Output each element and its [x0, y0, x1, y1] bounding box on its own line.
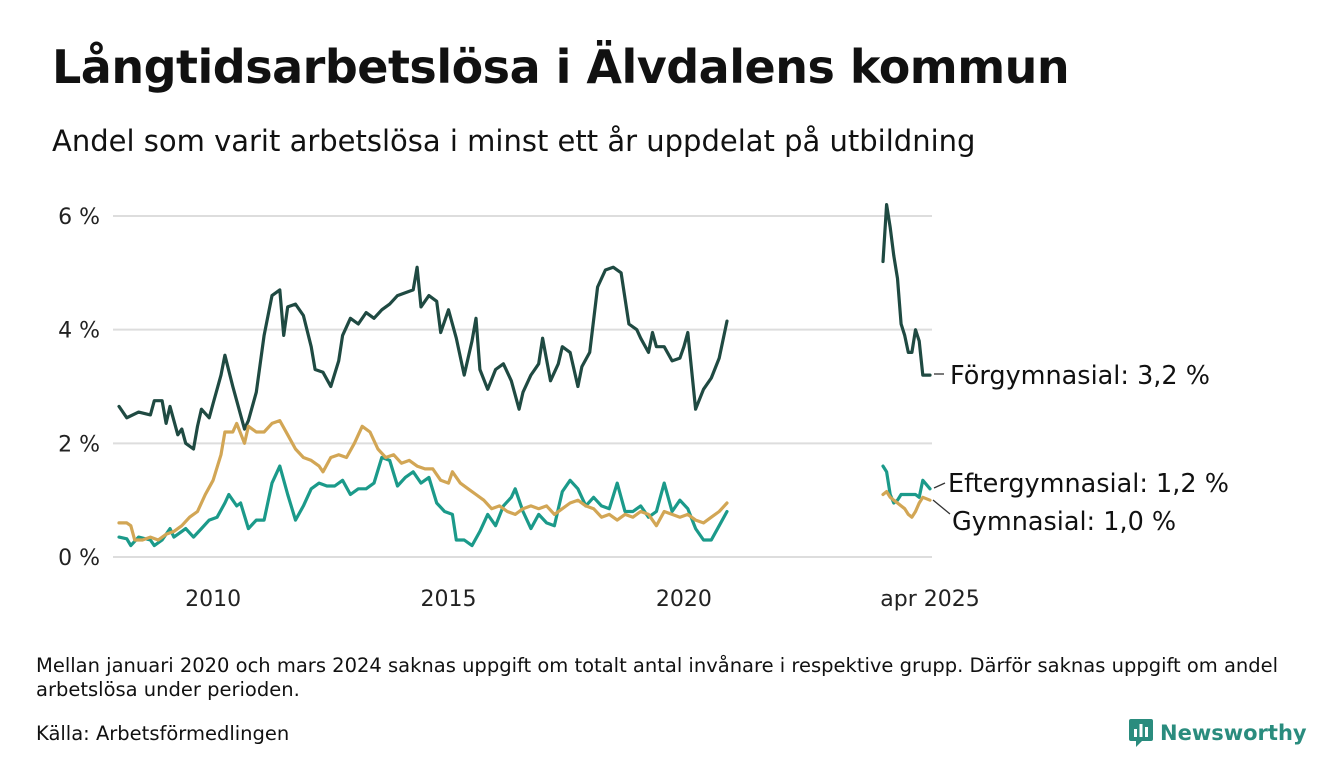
- end-labels: Förgymnasial: 3,2 % Eftergymnasial: 1,2 %…: [932, 361, 1229, 537]
- x-axis-ticks: 2010 2015 2020 apr 2025: [185, 587, 980, 612]
- y-tick-label: 6 %: [58, 205, 100, 230]
- series-line-gymnasial-recent: [881, 490, 932, 519]
- chart-title: Långtidsarbetslösa i Älvdalens kommun: [52, 40, 1070, 94]
- brand-logo: Newsworthy: [1128, 718, 1307, 748]
- footnote: Mellan januari 2020 och mars 2024 saknas…: [36, 654, 1279, 701]
- end-label-leader: [933, 482, 946, 489]
- series-line-eftergymnasial: [117, 455, 729, 548]
- series-lines: [117, 203, 932, 548]
- end-label-leader: [932, 499, 951, 515]
- end-label: Gymnasial: 1,0 %: [952, 507, 1176, 537]
- y-tick-label: 4 %: [58, 319, 100, 344]
- brand-name: Newsworthy: [1160, 721, 1307, 745]
- y-tick-label: 2 %: [58, 432, 100, 457]
- gridlines: [113, 215, 932, 558]
- end-label: Eftergymnasial: 1,2 %: [948, 469, 1229, 499]
- series-line-gymnasial: [117, 419, 729, 542]
- series-line-förgymnasial-recent: [881, 203, 932, 377]
- x-tick-label: apr 2025: [880, 587, 979, 612]
- x-tick-label: 2015: [420, 587, 476, 612]
- end-label: Förgymnasial: 3,2 %: [950, 361, 1210, 391]
- source-note: Källa: Arbetsförmedlingen: [36, 722, 290, 745]
- series-line-förgymnasial: [117, 265, 729, 451]
- y-tick-label: 0 %: [58, 546, 100, 571]
- newsworthy-logo-icon: [1129, 719, 1153, 747]
- line-chart: 0 % 2 % 4 % 6 % 2010 2015 2020 apr 2025 Förgym…: [58, 203, 1229, 612]
- x-tick-label: 2020: [656, 587, 712, 612]
- x-tick-label: 2010: [185, 587, 241, 612]
- y-axis-ticks: 0 % 2 % 4 % 6 %: [58, 205, 100, 571]
- chart-subtitle: Andel som varit arbetslösa i minst ett å…: [52, 124, 976, 158]
